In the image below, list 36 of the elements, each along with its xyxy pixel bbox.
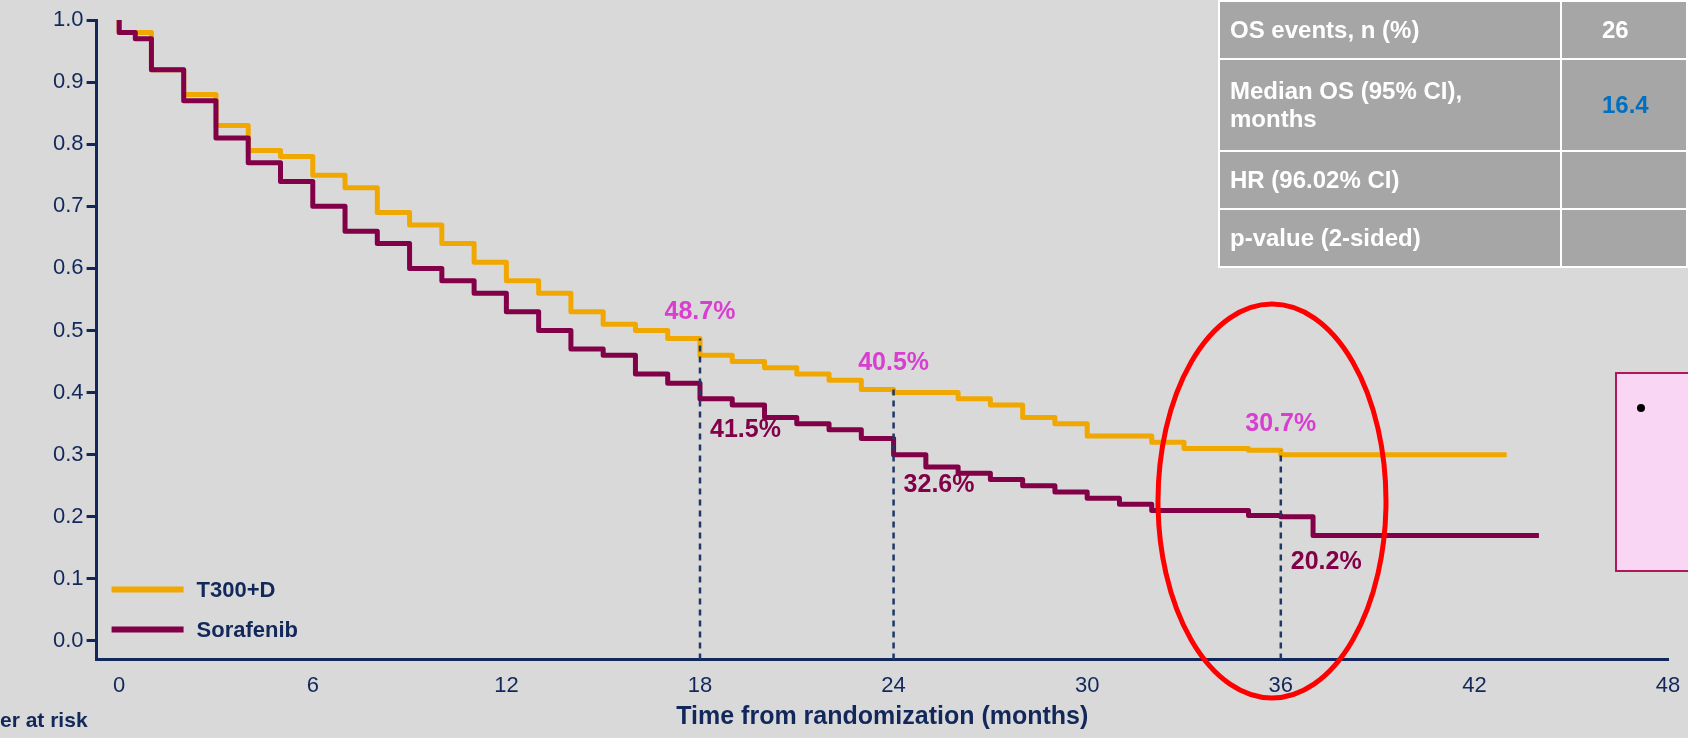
x-tick-label: 0 bbox=[113, 671, 126, 697]
y-tick-label: 0.4 bbox=[52, 378, 84, 404]
legend-label: T300+D bbox=[196, 576, 276, 602]
x-tick-label: 36 bbox=[1268, 671, 1294, 697]
x-tick-label: 42 bbox=[1462, 671, 1487, 697]
annotation: Median OS (95% CI), months bbox=[1219, 59, 1561, 151]
x-tick-label: 48 bbox=[1655, 671, 1681, 697]
annotation: HR (96.02% CI) bbox=[1219, 151, 1561, 209]
annotation: 40.5% bbox=[858, 346, 930, 375]
y-tick-label: 0.2 bbox=[52, 502, 84, 528]
annotation: 16.4 bbox=[1561, 59, 1687, 151]
x-tick-label: 18 bbox=[687, 671, 713, 697]
annotation: 20.2% bbox=[1290, 545, 1362, 574]
y-tick-label: 0.1 bbox=[52, 564, 84, 590]
y-tick-label: 0.7 bbox=[52, 192, 84, 218]
y-tick-label: 0.5 bbox=[52, 316, 84, 342]
annotation: 48.7% bbox=[664, 295, 736, 324]
x-axis-title: Time from randomization (months) bbox=[676, 700, 1089, 729]
annotation: p-value (2-sided) bbox=[1219, 209, 1561, 267]
y-tick-label: 0.6 bbox=[52, 254, 84, 280]
x-tick-label: 24 bbox=[881, 671, 906, 697]
annotation: 26 bbox=[1561, 1, 1687, 59]
legend-label: Sorafenib bbox=[196, 616, 299, 642]
annotation: OS events, n (%) bbox=[1219, 1, 1561, 59]
x-tick-label: 12 bbox=[494, 671, 519, 697]
y-tick-label: 0.0 bbox=[52, 627, 84, 653]
y-tick-label: 0.3 bbox=[52, 440, 84, 466]
x-tick-label: 6 bbox=[306, 671, 319, 697]
annotation: 41.5% bbox=[709, 413, 781, 442]
text: er at risk bbox=[0, 708, 88, 732]
x-tick-label: 30 bbox=[1074, 671, 1100, 697]
y-tick-label: 0.8 bbox=[52, 130, 84, 156]
annotation: 32.6% bbox=[903, 468, 975, 497]
annotation: 30.7% bbox=[1245, 407, 1317, 436]
y-tick-label: 0.9 bbox=[52, 68, 84, 94]
y-tick-label: 1.0 bbox=[52, 6, 84, 32]
